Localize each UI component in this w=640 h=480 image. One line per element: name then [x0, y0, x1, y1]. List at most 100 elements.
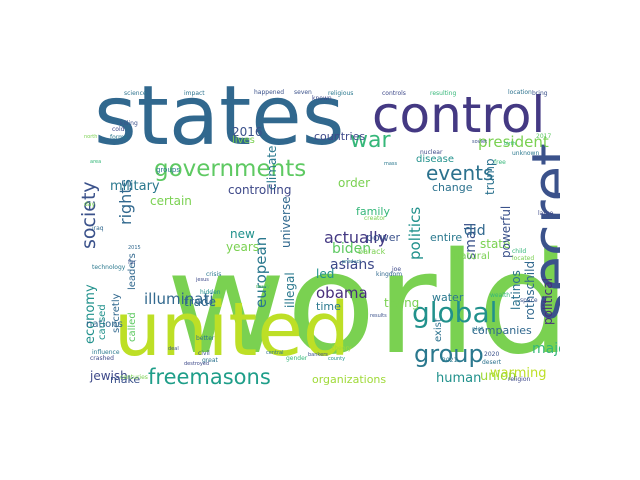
word-unknown: unknown	[512, 150, 540, 157]
word-resulting: resulting	[430, 90, 457, 97]
word-family: family	[356, 205, 390, 218]
word-product: product	[342, 259, 362, 265]
word-child: child	[512, 248, 527, 255]
word-warming: warming	[490, 366, 547, 381]
word-religion: religion	[508, 376, 531, 383]
word-mass: mass	[384, 161, 398, 167]
word-2017: 2017	[536, 133, 552, 140]
word-religious: religious	[328, 90, 354, 97]
word-global: global	[412, 296, 498, 329]
word-order: order	[338, 176, 370, 190]
word-countries: countries	[314, 130, 366, 143]
word-lives: lives	[232, 135, 255, 146]
word-impact: impact	[184, 90, 205, 97]
word-great: great	[202, 357, 218, 364]
word-world: world	[166, 223, 560, 386]
word-economy: economy	[83, 284, 98, 344]
word-freemasons: freemasons	[148, 365, 271, 389]
word-location: location	[508, 89, 532, 96]
word-far: far	[128, 259, 137, 266]
word-soviet: soviet	[472, 139, 488, 145]
word-groups: groups	[156, 166, 180, 174]
word-crashed: crashed	[90, 355, 114, 362]
word-2016: 2016	[232, 125, 263, 139]
word-hidden: hidden	[200, 289, 221, 296]
word-trying: trying	[384, 296, 420, 310]
word-years: years	[226, 240, 260, 254]
word-2015: 2015	[128, 245, 141, 251]
word-obama: obama	[316, 284, 368, 302]
word-wealth: wealth	[490, 292, 511, 299]
word-biden: biden	[332, 241, 372, 257]
word-central: central	[266, 350, 284, 356]
word-actually: actually	[324, 228, 388, 247]
word-nations: nations	[86, 319, 123, 330]
word-technology: technology	[92, 264, 126, 271]
word-military: military	[110, 179, 160, 194]
word-union: union	[480, 369, 517, 384]
word-universe: universe	[279, 196, 293, 248]
word-crisis: crisis	[206, 271, 222, 278]
word-events: events	[426, 161, 494, 185]
word-nuclear: nuclear	[420, 149, 443, 156]
word-rothschild: rothschild	[523, 260, 537, 320]
word-happened: happened	[254, 89, 285, 96]
word-controlling: controlling	[228, 183, 292, 197]
word-political: political	[541, 278, 555, 325]
word-latinos: latinos	[509, 270, 523, 310]
word-companies: companies	[472, 324, 532, 337]
word-desert: desert	[482, 359, 502, 366]
word-controls: controls	[382, 90, 406, 97]
word-county: county	[328, 356, 346, 362]
word-theory: theory	[332, 345, 352, 352]
word-power: power	[366, 231, 400, 244]
word-north: north	[84, 134, 98, 140]
word-free: free	[494, 159, 506, 166]
word-organizations: organizations	[312, 373, 387, 386]
word-called: called	[127, 312, 138, 342]
word-better: better	[196, 335, 215, 342]
word-jewish: jewish	[90, 369, 128, 383]
word-war: war	[350, 128, 391, 153]
word-states: states	[94, 80, 345, 164]
word-disease: disease	[416, 154, 454, 165]
word-2021: 2021	[442, 357, 458, 364]
word-located: located	[512, 255, 535, 262]
word-space: space	[520, 297, 538, 304]
word-killing: killing	[120, 120, 138, 127]
word-human: human	[436, 371, 482, 386]
word-forms: forms	[110, 134, 128, 141]
word-cloud: world states united secret control gover…	[80, 80, 560, 400]
word-science: science	[124, 90, 147, 97]
word-politics: politics	[406, 206, 424, 260]
word-water: water	[432, 291, 464, 304]
word-powerful: powerful	[499, 205, 513, 258]
word-centuries: centuries	[120, 374, 148, 381]
word-plot: plot	[472, 326, 484, 333]
word-bring: bring	[532, 90, 548, 97]
word-gender: gender	[286, 355, 308, 362]
word-illuminati: illuminati	[144, 290, 214, 308]
word-civil: civil	[198, 350, 210, 357]
word-deal: deal	[168, 346, 179, 352]
word-governments: governments	[154, 156, 307, 182]
word-illegal: illegal	[283, 272, 297, 308]
word-joe: joe	[392, 266, 402, 273]
word-society: society	[80, 181, 100, 249]
word-natural: natural	[454, 251, 490, 262]
word-state: state	[480, 237, 511, 251]
word-exist: exist	[433, 318, 444, 342]
word-results: results	[370, 313, 387, 319]
word-iraq: iraq	[92, 225, 104, 232]
word-major: major	[532, 341, 560, 357]
word-area: area	[90, 159, 102, 165]
word-jesus: jesus	[196, 277, 209, 283]
word-influence: influence	[92, 349, 120, 356]
word-group: group	[414, 340, 484, 368]
word-secretly: secretly	[111, 293, 122, 333]
word-entire: entire	[430, 231, 463, 244]
word-barack: barack	[358, 247, 386, 256]
word-seven: seven	[294, 89, 312, 96]
word-really: really	[256, 284, 270, 290]
word-control: control	[372, 86, 546, 144]
